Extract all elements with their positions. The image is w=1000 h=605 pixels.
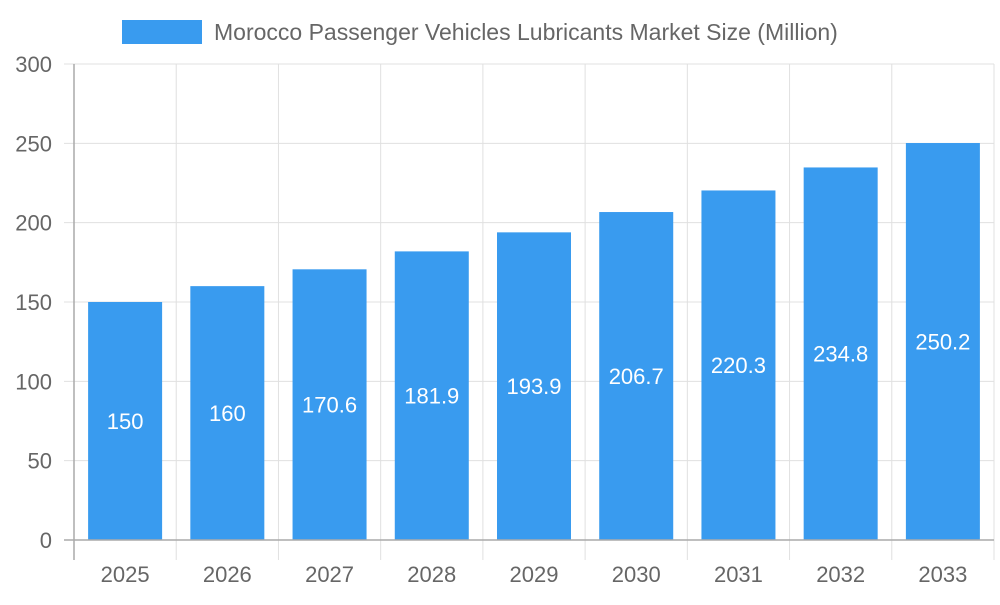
bar[interactable]	[190, 286, 265, 540]
bar[interactable]	[497, 232, 571, 540]
bars: 150 160 170.6 181.9 193.9 206.7 220.3 234.8 250.…	[88, 143, 980, 541]
x-tick-label: 2029	[510, 562, 559, 587]
bar[interactable]	[701, 190, 776, 540]
bar-data-label: 220.3	[711, 353, 766, 378]
y-tick-label: 0	[40, 528, 52, 553]
y-tick-label: 200	[15, 211, 52, 236]
bar-data-label: 181.9	[404, 384, 459, 409]
axes: 0 50 100 150 200 250 300 2025 2026 2027 2028 2029 20…	[15, 52, 994, 587]
x-tick-label: 2025	[101, 562, 150, 587]
bar[interactable]	[88, 302, 163, 540]
bar[interactable]	[599, 212, 674, 540]
bar-data-label: 206.7	[609, 364, 664, 389]
y-tick-label: 300	[15, 52, 52, 77]
grid	[64, 63, 995, 560]
bar[interactable]	[803, 167, 878, 540]
bar[interactable]	[292, 269, 367, 540]
x-tick-label: 2032	[816, 562, 865, 587]
x-tick-label: 2027	[305, 562, 354, 587]
legend[interactable]: Morocco Passenger Vehicles Lubricants Ma…	[122, 19, 838, 45]
x-tick-label: 2031	[714, 562, 763, 587]
x-tick-label: 2030	[612, 562, 661, 587]
x-tick-label: 2028	[407, 562, 456, 587]
y-tick-label: 50	[28, 449, 52, 474]
bar[interactable]	[905, 143, 980, 541]
legend-label: Morocco Passenger Vehicles Lubricants Ma…	[214, 19, 838, 45]
x-tick-label: 2033	[918, 562, 967, 587]
bar-data-label: 234.8	[813, 342, 868, 367]
bar-data-label: 193.9	[506, 374, 561, 399]
y-tick-label: 100	[15, 369, 52, 394]
bar-data-label: 250.2	[915, 330, 970, 355]
x-tick-label: 2026	[203, 562, 252, 587]
bar-data-label: 150	[107, 409, 144, 434]
y-tick-label: 150	[15, 290, 52, 315]
bar-data-label: 160	[209, 401, 246, 426]
legend-swatch	[122, 20, 202, 44]
bar-data-label: 170.6	[302, 393, 357, 418]
bar[interactable]	[394, 251, 469, 541]
y-tick-label: 250	[15, 131, 52, 156]
